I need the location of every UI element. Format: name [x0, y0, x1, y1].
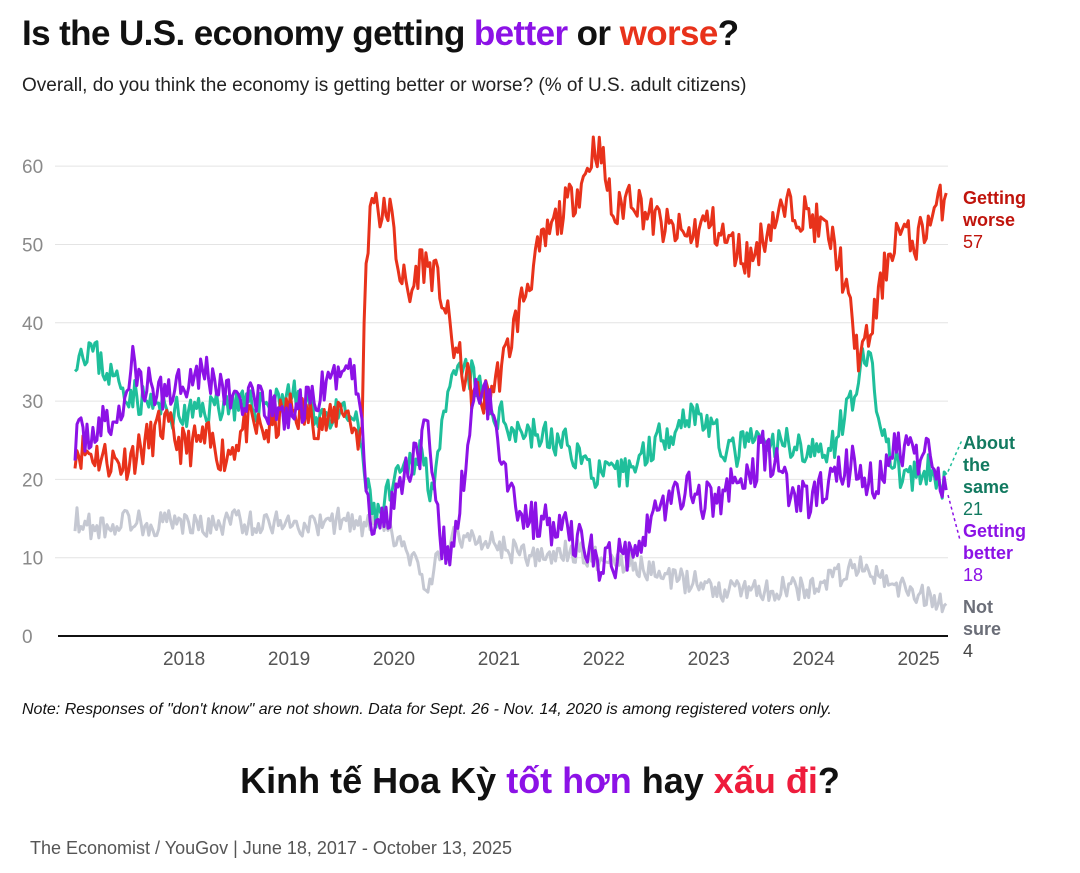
leader-same: [947, 439, 963, 472]
series-value-same: 21: [963, 499, 983, 519]
viet-better: tốt hơn: [506, 760, 632, 801]
series-value-better: 18: [963, 565, 983, 585]
chart-subtitle: Overall, do you think the economy is get…: [22, 75, 747, 96]
chart-note: Note: Responses of "don't know" are not …: [22, 701, 832, 718]
series-label-notsure: sure: [963, 619, 1001, 639]
viet-text-1: Kinh tế Hoa Kỳ: [240, 760, 507, 801]
x-tick-label: 2018: [163, 649, 205, 670]
series-line-better: [73, 344, 948, 582]
series-label-worse: Getting: [963, 188, 1026, 208]
title-text-1: Is the U.S. economy getting: [22, 14, 474, 53]
y-tick-label: 50: [22, 235, 43, 256]
y-tick-label: 20: [22, 470, 43, 491]
x-tick-label: 2025: [897, 649, 939, 670]
series-line-same: [73, 340, 948, 529]
viet-mid: hay: [631, 760, 714, 801]
chart-title: Is the U.S. economy getting better or wo…: [22, 14, 739, 54]
y-tick-label: 10: [22, 549, 43, 570]
series-value-worse: 57: [963, 232, 983, 252]
leader-better: [947, 494, 961, 541]
title-or: or: [567, 14, 620, 53]
line-chart: 0 10 20 30 40 50 60 2018 2019 2020 2021 2022 2023 202…: [22, 135, 1026, 670]
series-line-notsure: [73, 506, 948, 614]
title-end: ?: [717, 14, 739, 53]
vietnamese-caption: Kinh tế Hoa Kỳ tốt hơn hay xấu đi?: [0, 760, 1080, 802]
x-tick-label: 2022: [583, 649, 625, 670]
series-label-worse: worse: [962, 210, 1015, 230]
x-tick-label: 2019: [268, 649, 310, 670]
x-tick-label: 2023: [688, 649, 730, 670]
x-tick-label: 2021: [478, 649, 520, 670]
series-label-notsure: Not: [963, 597, 993, 617]
viet-end: ?: [817, 760, 840, 801]
series-line-worse: [73, 135, 948, 481]
y-tick-label: 60: [22, 157, 43, 178]
y-tick-label: 40: [22, 314, 43, 335]
y-tick-label: 30: [22, 392, 43, 413]
viet-worse: xấu đi: [713, 760, 818, 801]
x-tick-label: 2020: [373, 649, 415, 670]
series-label-same: About: [963, 433, 1015, 453]
y-tick-label: 0: [22, 627, 33, 648]
source-line: The Economist / YouGov | June 18, 2017 -…: [30, 838, 512, 858]
title-worse: worse: [619, 14, 719, 53]
series-value-notsure: 4: [963, 641, 973, 661]
series-label-same: same: [963, 477, 1009, 497]
x-tick-label: 2024: [793, 649, 836, 670]
series-label-better: Getting: [963, 521, 1026, 541]
series-label-same: the: [963, 455, 990, 475]
series-label-better: better: [963, 543, 1013, 563]
title-better: better: [473, 14, 568, 53]
